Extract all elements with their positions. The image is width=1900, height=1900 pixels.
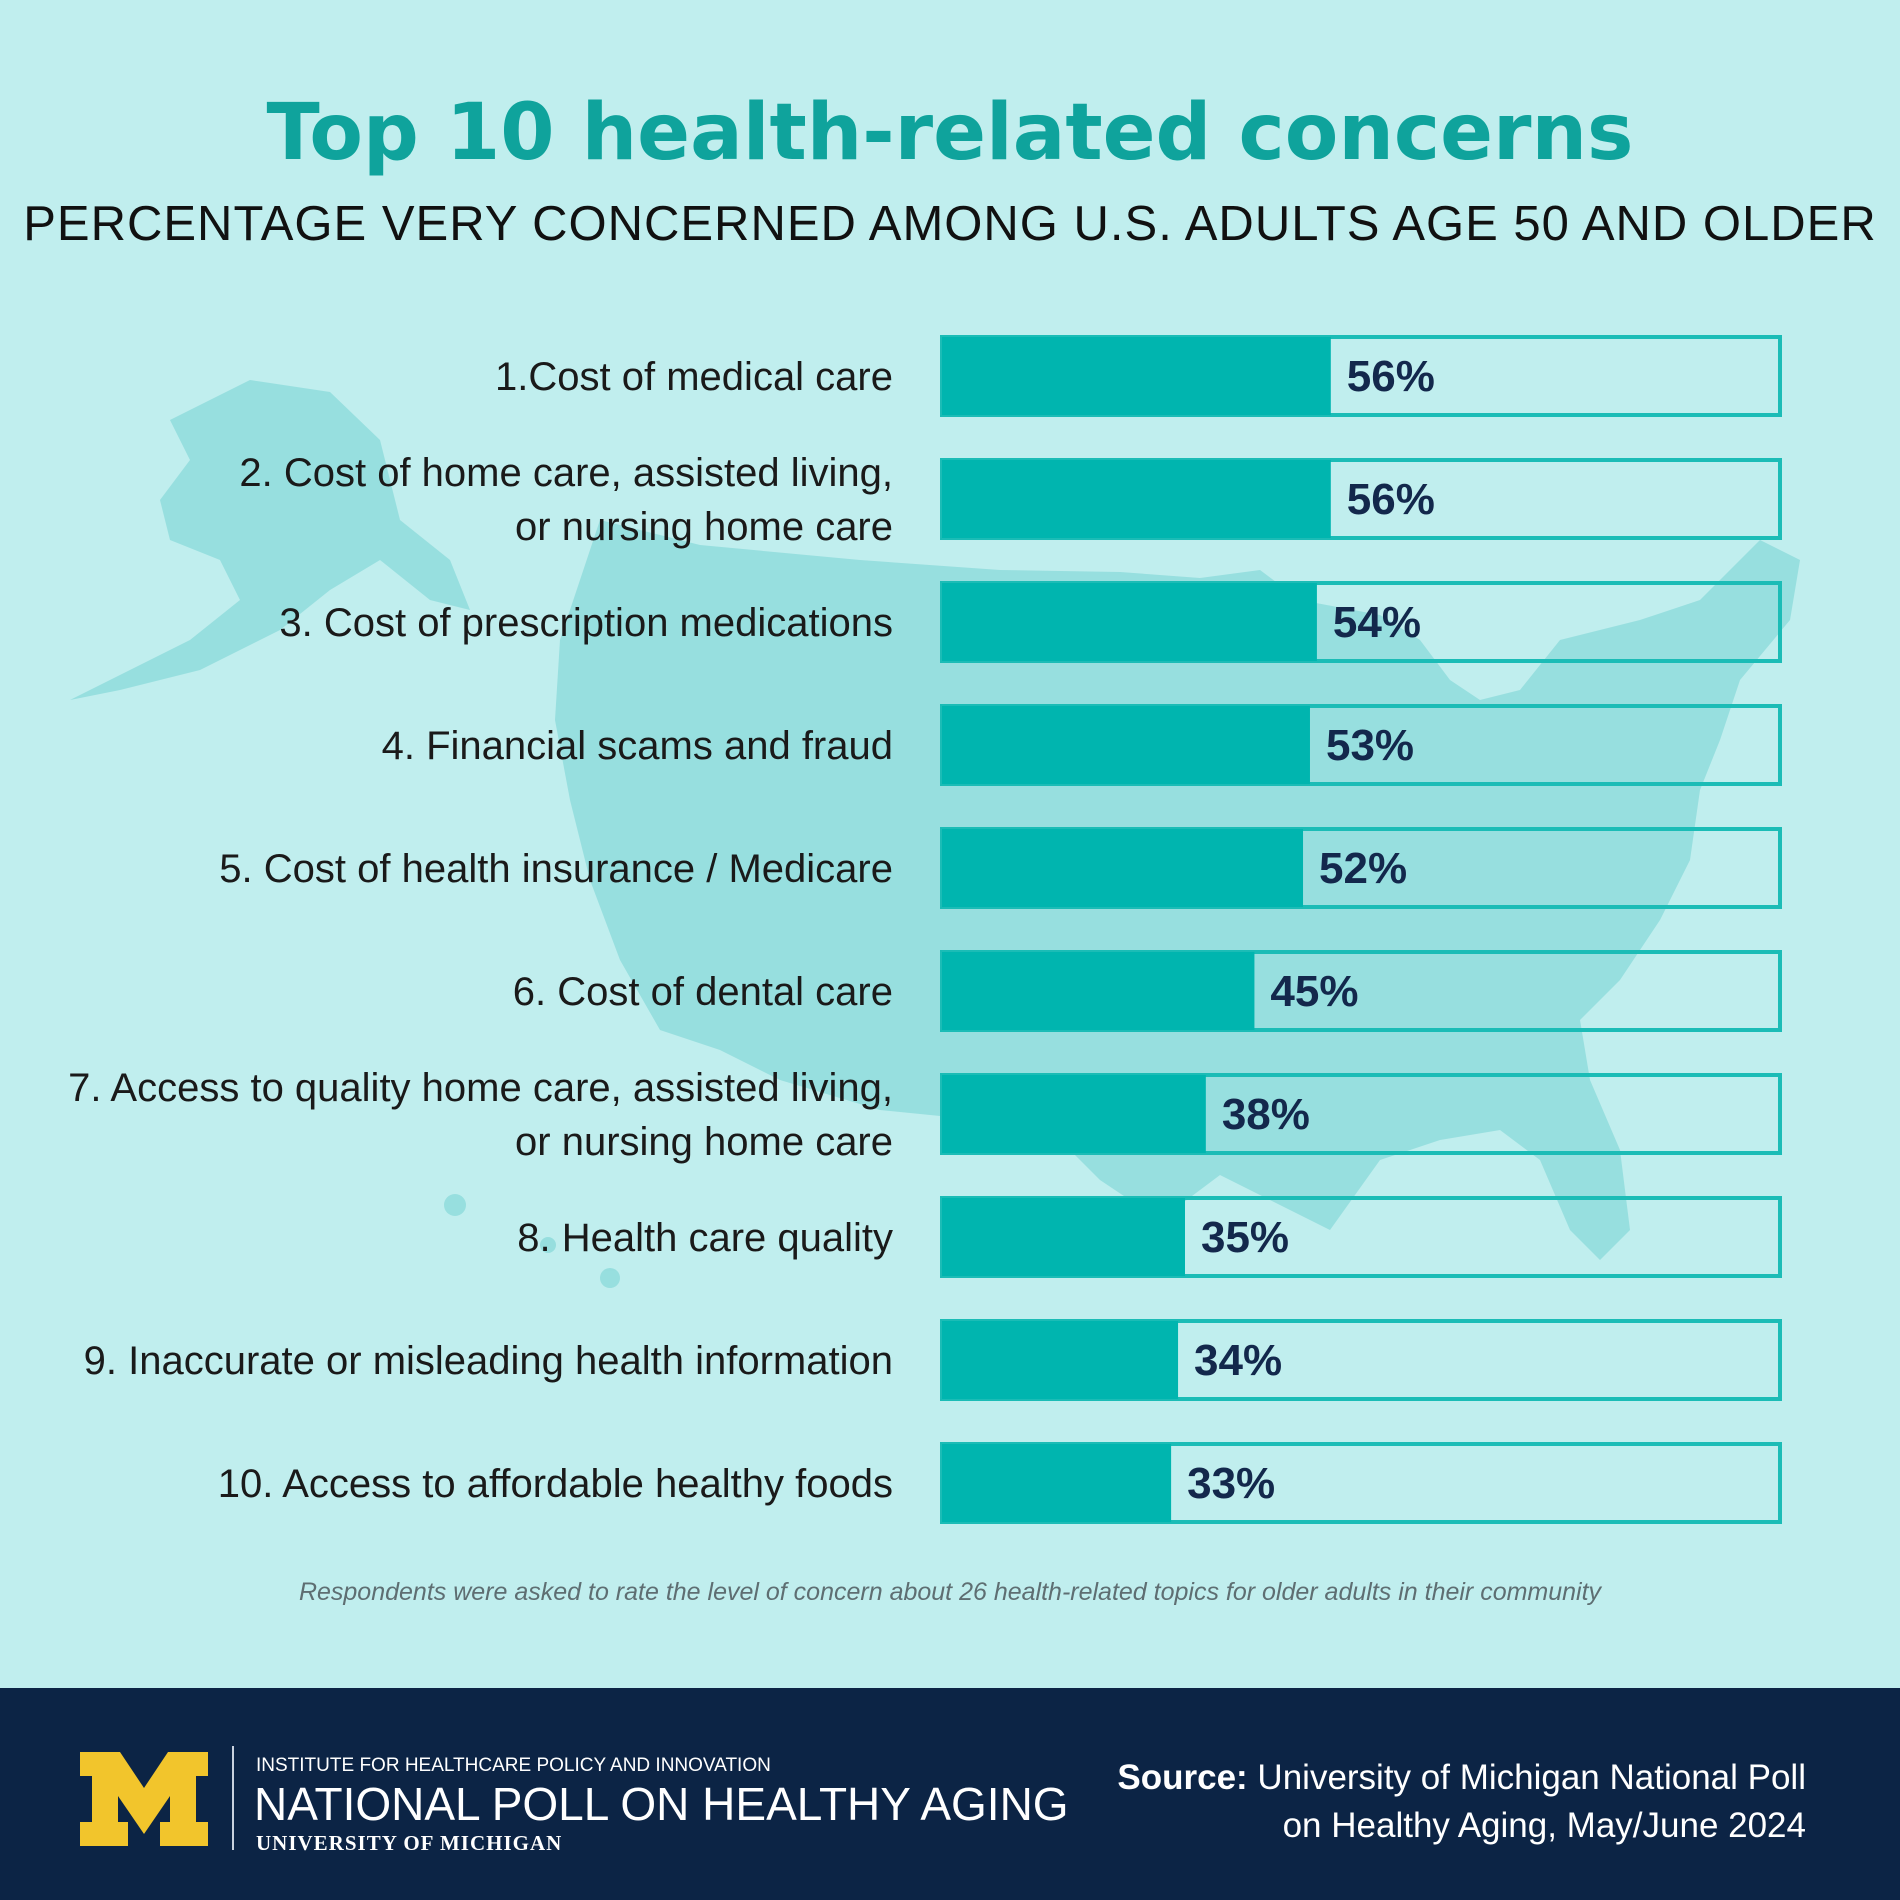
value-label: 54% — [1333, 598, 1421, 647]
value-label: 33% — [1187, 1459, 1275, 1508]
value-label: 56% — [1347, 352, 1435, 401]
category-label: 9. Inaccurate or misleading health infor… — [84, 1339, 893, 1383]
source-citation: Source: University of Michigan National … — [1117, 1754, 1806, 1850]
category-label: 8. Health care quality — [517, 1216, 893, 1260]
category-label: 7. Access to quality home care, assisted… — [68, 1066, 893, 1110]
category-label: 5. Cost of health insurance / Medicare — [219, 847, 893, 891]
value-label: 38% — [1222, 1090, 1310, 1139]
university-m-logo — [80, 1752, 208, 1846]
bar — [942, 1321, 1179, 1399]
footer: INSTITUTE FOR HEALTHCARE POLICY AND INNO… — [0, 1688, 1900, 1900]
source-line-2: on Healthy Aging, May/June 2024 — [1282, 1806, 1806, 1845]
value-label: 53% — [1326, 721, 1414, 770]
category-label: 3. Cost of prescription medications — [279, 601, 893, 645]
value-label: 52% — [1319, 844, 1407, 893]
value-label: 35% — [1201, 1213, 1289, 1262]
bar — [942, 460, 1331, 538]
bar — [942, 337, 1331, 415]
chart-subtitle: PERCENTAGE VERY CONCERNED AMONG U.S. ADU… — [23, 197, 1877, 251]
bar — [942, 706, 1310, 784]
category-label: 10. Access to affordable healthy foods — [218, 1462, 893, 1506]
methodology-note: Respondents were asked to rate the level… — [298, 1578, 1602, 1606]
bar — [942, 1075, 1206, 1153]
poll-name: NATIONAL POLL ON HEALTHY AGING — [254, 1778, 1069, 1830]
value-label: 34% — [1194, 1336, 1282, 1385]
category-label: or nursing home care — [515, 505, 893, 549]
hawaii-island — [444, 1194, 466, 1216]
category-label: 6. Cost of dental care — [513, 970, 893, 1014]
source-line-1: University of Michigan National Poll — [1257, 1758, 1806, 1797]
institute-name: INSTITUTE FOR HEALTHCARE POLICY AND INNO… — [256, 1755, 771, 1776]
source-label: Source: — [1117, 1758, 1248, 1797]
bar — [942, 1198, 1185, 1276]
value-label: 56% — [1347, 475, 1435, 524]
logo-divider — [232, 1746, 234, 1850]
bar — [942, 829, 1304, 907]
bar-chart: 56% 1.Cost of medical care 56% 2. Cost of h… — [68, 335, 1782, 1524]
hawaii-island — [600, 1268, 620, 1288]
alaska-shape — [70, 380, 470, 700]
category-label: 1.Cost of medical care — [495, 355, 893, 399]
value-label: 45% — [1270, 967, 1358, 1016]
hawaii-island — [540, 1237, 556, 1253]
category-label: 4. Financial scams and fraud — [382, 724, 893, 768]
category-label: or nursing home care — [515, 1120, 893, 1164]
bar — [942, 1444, 1172, 1522]
bar — [942, 583, 1317, 661]
university-name: UNIVERSITY OF MICHIGAN — [256, 1831, 563, 1855]
category-label: 2. Cost of home care, assisted living, — [239, 451, 893, 495]
bar — [942, 952, 1255, 1030]
chart-title: Top 10 health-related concerns — [266, 88, 1634, 178]
